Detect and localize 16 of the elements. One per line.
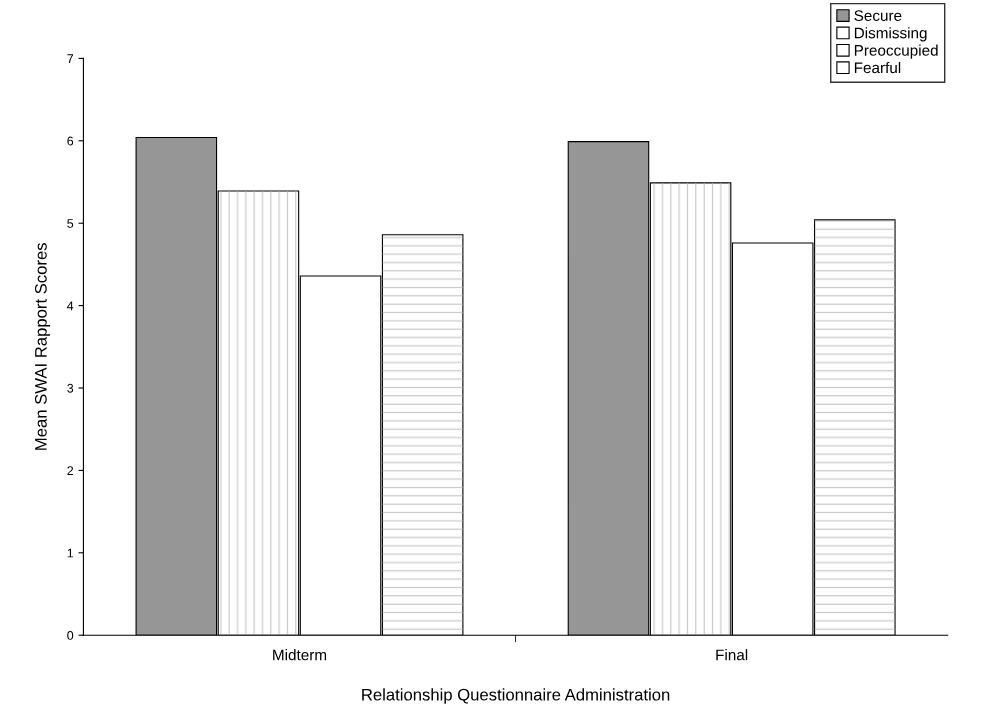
legend-label: Fearful bbox=[854, 61, 901, 74]
y-tick-label: 6 bbox=[67, 136, 74, 146]
y-tick-label: 0 bbox=[67, 631, 74, 640]
legend-label: Dismissing bbox=[854, 27, 927, 42]
x-tick-label: Final bbox=[716, 649, 748, 661]
y-tick-label: 5 bbox=[67, 219, 74, 228]
x-tick-label: Midterm bbox=[273, 649, 327, 661]
y-tick-label: 4 bbox=[67, 301, 74, 311]
y-axis-title: Mean SWAI Rapport Scores bbox=[34, 243, 51, 450]
y-tick-label: 1 bbox=[67, 548, 74, 558]
legend-label: Secure bbox=[854, 10, 902, 22]
x-axis-title: Relationship Questionnaire Administration bbox=[362, 688, 670, 704]
y-tick-label: 7 bbox=[67, 54, 74, 63]
legend-label: Preoccupied bbox=[854, 44, 938, 59]
y-tick-label: 2 bbox=[67, 466, 74, 475]
y-tick-label: 3 bbox=[67, 383, 74, 393]
